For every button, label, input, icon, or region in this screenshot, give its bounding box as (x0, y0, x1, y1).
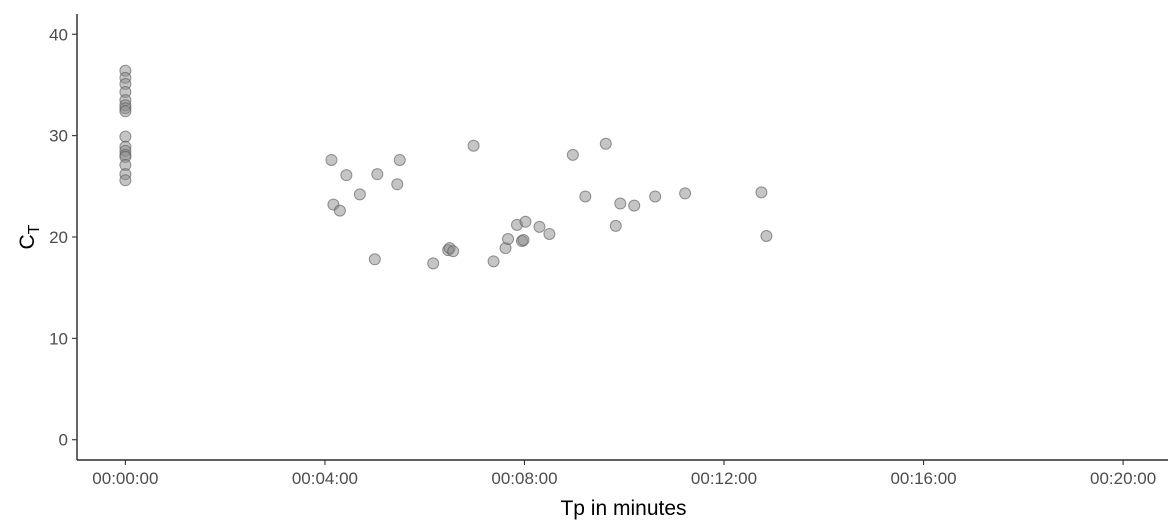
x-tick-label: 00:16:00 (890, 469, 956, 488)
data-point (533, 220, 546, 233)
ticks-layer: 0 10 20 30 40 00:00:00 00:04:00 00:08:00 00:12:0… (49, 25, 1156, 488)
y-tick-label: 40 (49, 25, 68, 44)
data-point (447, 245, 460, 258)
data-point (371, 168, 384, 181)
data-point (579, 190, 592, 203)
data-point (609, 219, 622, 232)
y-tick-label: 0 (59, 431, 68, 450)
data-point (614, 197, 627, 210)
data-point (487, 255, 500, 268)
x-tick-label: 00:08:00 (491, 469, 557, 488)
x-tick-label: 00:12:00 (691, 469, 757, 488)
y-axis-title-subscript: T (26, 224, 43, 234)
x-tick-label: 00:20:00 (1090, 469, 1156, 488)
y-tick-label: 10 (49, 329, 68, 348)
data-point (119, 105, 132, 118)
data-point (543, 227, 556, 240)
y-axis-title: CT (16, 224, 43, 249)
data-point (502, 233, 515, 246)
x-axis-title: Tp in minutes (560, 497, 686, 520)
data-point (517, 234, 530, 247)
points-layer (119, 64, 773, 270)
data-point (599, 137, 612, 150)
data-point (119, 174, 132, 187)
data-point (427, 257, 440, 270)
data-point (333, 204, 346, 217)
y-tick-label: 20 (49, 228, 68, 247)
data-point (649, 190, 662, 203)
data-point (467, 139, 480, 152)
data-point (760, 229, 773, 242)
x-tick-label: 00:04:00 (292, 469, 358, 488)
data-point (628, 199, 641, 212)
x-tick-label: 00:00:00 (92, 469, 158, 488)
data-point (393, 153, 406, 166)
data-point (119, 130, 132, 143)
data-point (679, 187, 692, 200)
data-point (519, 215, 532, 228)
data-point (566, 148, 579, 161)
data-point (340, 169, 353, 182)
y-axis-title-main: C (16, 234, 39, 249)
data-point (391, 178, 404, 191)
y-tick-label: 30 (49, 127, 68, 146)
data-point (368, 253, 381, 266)
data-point (325, 153, 338, 166)
data-point (755, 186, 768, 199)
data-point (353, 188, 366, 201)
